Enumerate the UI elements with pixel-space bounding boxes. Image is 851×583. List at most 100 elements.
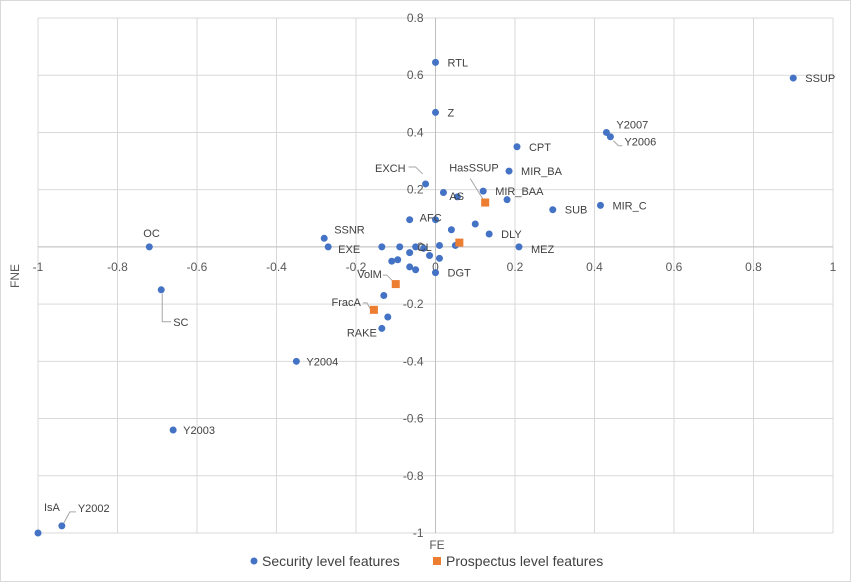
data-label-mir-baa: MIR_BAA (495, 186, 544, 198)
data-label-hasssup: HasSSUP (449, 163, 499, 175)
leader-line-hasssup (469, 178, 484, 200)
point-mir-baa (479, 187, 487, 195)
x-tick-label: -0.2 (346, 260, 367, 274)
point-p39 (384, 313, 392, 321)
point-cpt (513, 143, 521, 151)
point-p17 (447, 226, 455, 234)
x-tick-label: -0.8 (107, 260, 128, 274)
data-label-volm: VolM (357, 269, 381, 281)
point-mir-c (596, 201, 604, 209)
x-tick-label: -1 (33, 260, 44, 274)
point-p10 (503, 196, 511, 204)
legend-label-prospectus: Prospectus level features (446, 553, 603, 569)
point-sc (157, 286, 165, 294)
legend: Security level features Prospectus level… (250, 553, 603, 569)
point-isa (34, 529, 42, 537)
data-label-dgt: DGT (448, 268, 472, 280)
y-tick-label: 0.8 (407, 11, 424, 25)
point-p35 (412, 266, 420, 274)
data-label-mir-c: MIR_C (612, 200, 646, 212)
point-q1 (455, 238, 464, 247)
x-tick-label: 0.6 (666, 260, 683, 274)
leader-line-volm (382, 274, 394, 282)
point-dgt (432, 269, 439, 277)
legend-marker-prospectus (433, 557, 441, 565)
point-cl (412, 243, 420, 251)
data-label-y2003: Y2003 (183, 425, 215, 437)
point-z (432, 108, 439, 116)
leader-line-y2002 (63, 511, 76, 524)
y-tick-label: -1 (413, 526, 424, 540)
data-label-mir-ba: MIR_BA (521, 166, 563, 178)
y-tick-label: 0.4 (407, 125, 424, 139)
point-p22 (378, 243, 386, 251)
leader-line-y2006 (613, 140, 623, 147)
legend-marker-security (250, 557, 258, 565)
point-p15 (432, 216, 439, 224)
point-volm (391, 280, 400, 289)
data-label-y2007: Y2007 (616, 119, 648, 131)
point-p32 (394, 256, 402, 264)
data-label-rtl: RTL (448, 57, 469, 69)
data-label-ssnr: SSNR (334, 224, 365, 236)
point-afc (406, 216, 414, 224)
point-rtl (432, 58, 439, 66)
y-tick-label: -0.6 (403, 412, 424, 426)
point-p33 (388, 257, 396, 265)
point-ssup (789, 74, 797, 82)
tick-labels: -1 -0.8 -0.6 -0.4 -0.2 0 0.2 0.4 0.6 0.8 1 -1 -0.8 -0… (33, 11, 837, 540)
data-labels: RTL Z SSUP Y2007 Y2006 CPT MIR_BA EXCH MIR_BAA AS… (44, 57, 835, 515)
point-p23 (396, 243, 404, 251)
data-label-ssup: SSUP (805, 73, 835, 85)
x-tick-label: 0 (432, 260, 439, 274)
point-as (453, 193, 461, 201)
point-y2002 (58, 522, 66, 530)
point-p29 (406, 249, 414, 257)
data-label-cl: CL (418, 242, 432, 254)
point-y2004 (292, 357, 300, 365)
point-y2006 (606, 133, 614, 141)
point-oc (145, 243, 153, 251)
x-tick-label: -0.6 (187, 260, 208, 274)
data-label-sc: SC (173, 317, 188, 329)
data-label-as: AS (449, 191, 464, 203)
y-axis-title: FNE (8, 264, 22, 288)
data-label-isa: IsA (44, 502, 61, 514)
data-label-oc: OC (143, 228, 160, 240)
x-tick-label: 1 (830, 260, 837, 274)
x-tick-label: 0.8 (745, 260, 762, 274)
point-p26 (435, 241, 443, 249)
legend-label-security: Security level features (262, 553, 400, 569)
y-tick-label: -0.4 (403, 354, 424, 368)
x-tick-label: -0.4 (266, 260, 287, 274)
data-label-cpt: CPT (529, 142, 551, 154)
data-label-y2002: Y2002 (78, 503, 110, 515)
x-tick-label: 0.4 (586, 260, 603, 274)
data-label-rake: RAKE (347, 327, 377, 339)
leader-line-fraca (362, 302, 372, 311)
point-exe (324, 243, 332, 251)
x-axis-title: FE (429, 538, 444, 552)
point-p25 (420, 244, 428, 252)
point-p16 (471, 220, 479, 228)
point-y2003 (169, 426, 177, 434)
point-dly (485, 230, 493, 238)
data-label-afc: AFC (420, 213, 442, 225)
point-mez (515, 243, 523, 251)
y-tick-label: -0.2 (403, 297, 424, 311)
data-label-mez: MEZ (531, 244, 555, 256)
y-tick-label: 0.6 (407, 68, 424, 82)
point-ssnr (320, 234, 328, 242)
data-label-y2006: Y2006 (624, 137, 656, 149)
data-label-y2004: Y2004 (306, 356, 338, 368)
point-p38 (380, 292, 388, 300)
y-tick-label: -0.8 (403, 469, 424, 483)
data-label-exe: EXE (338, 244, 360, 256)
data-label-exch: EXCH (375, 163, 406, 175)
y-tick-label: 0.2 (407, 183, 424, 197)
point-sub (549, 206, 557, 214)
data-label-sub: SUB (565, 205, 588, 217)
point-p34 (406, 263, 414, 271)
